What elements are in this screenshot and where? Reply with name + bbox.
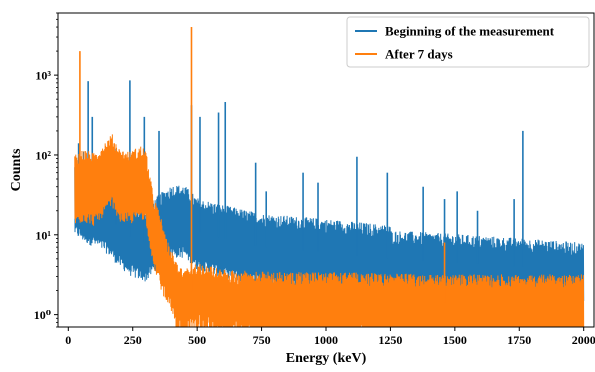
x-axis: 0 250 500 750 1000 1250 1500 1750 2000 (65, 327, 595, 347)
series-1-line (74, 134, 585, 327)
x-tick-label: 2000 (572, 333, 595, 347)
x-tick-label: 500 (188, 333, 206, 347)
x-tick-label: 1000 (314, 333, 338, 347)
y-tick-label: 10³ (35, 69, 51, 83)
x-tick-label: 0 (65, 333, 71, 347)
legend-label-beginning: Beginning of the measurement (385, 24, 555, 39)
plot-area (74, 27, 585, 327)
x-tick-label: 1250 (378, 333, 402, 347)
legend: Beginning of the measurement After 7 day… (346, 16, 590, 68)
x-tick-label: 1500 (443, 333, 467, 347)
legend-box (346, 16, 590, 68)
y-axis-label: Counts (9, 148, 24, 191)
x-tick-label: 250 (124, 333, 142, 347)
y-tick-label: 10¹ (35, 228, 51, 242)
y-tick-label: 10² (35, 148, 51, 162)
legend-label-after-7-days: After 7 days (385, 47, 453, 62)
y-tick-label: 10⁰ (34, 308, 51, 322)
x-axis-label: Energy (keV) (286, 351, 367, 366)
y-axis: 10⁰ 10¹ 10² 10³ (34, 12, 58, 328)
x-tick-label: 750 (253, 333, 271, 347)
x-tick-label: 1750 (507, 333, 531, 347)
